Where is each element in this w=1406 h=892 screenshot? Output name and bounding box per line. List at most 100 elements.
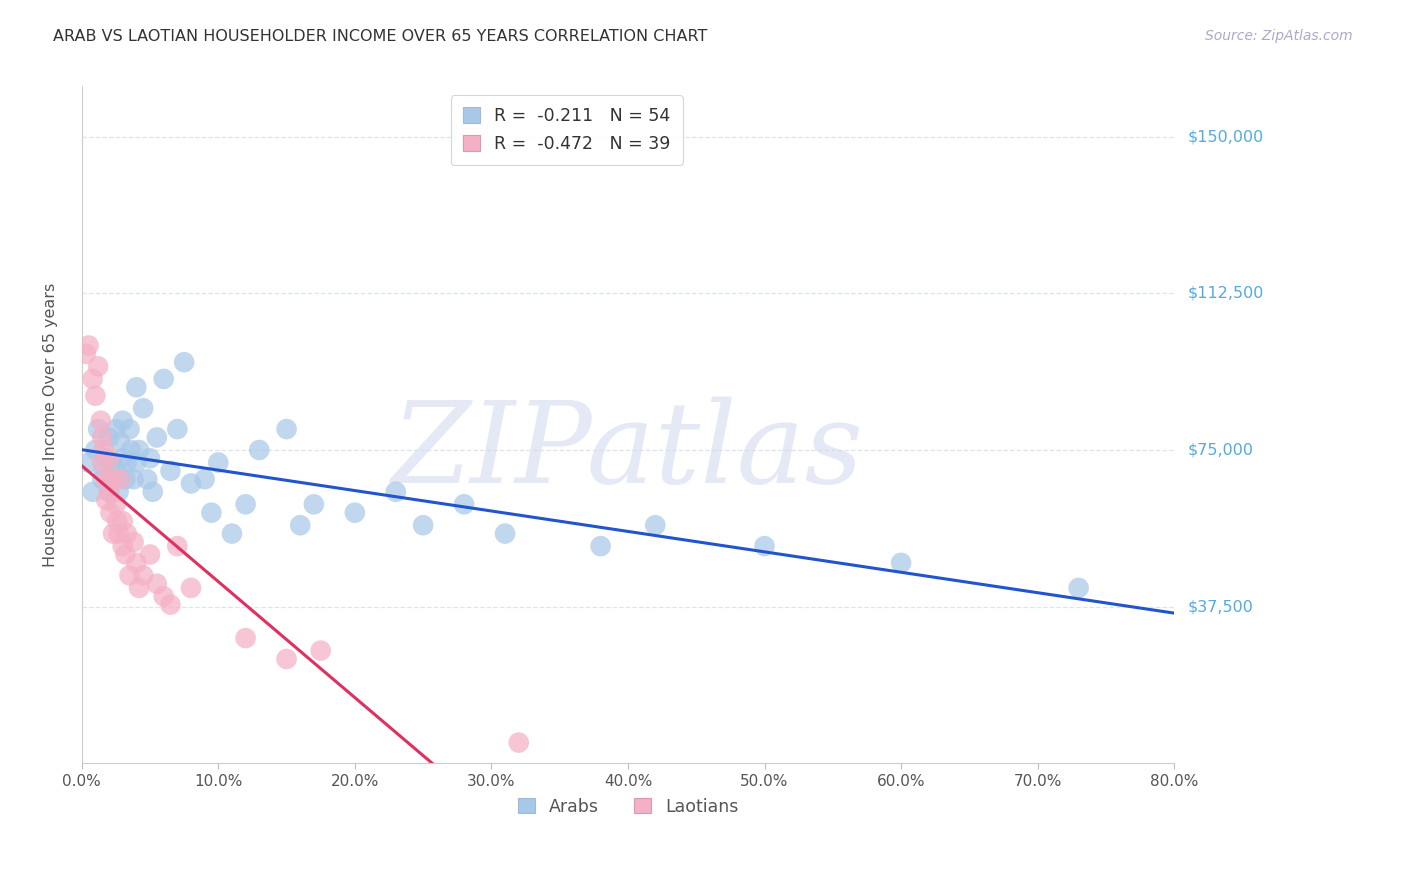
Text: $37,500: $37,500 — [1188, 599, 1254, 615]
Point — [122, 472, 145, 486]
Point — [1067, 581, 1090, 595]
Point — [96, 451, 118, 466]
Point — [115, 456, 138, 470]
Point — [200, 506, 222, 520]
Point — [754, 539, 776, 553]
Point — [114, 548, 136, 562]
Point — [108, 434, 131, 449]
Point — [87, 422, 110, 436]
Point — [98, 484, 121, 499]
Point — [125, 380, 148, 394]
Point — [142, 484, 165, 499]
Point — [644, 518, 666, 533]
Point — [98, 484, 121, 499]
Point — [139, 451, 162, 466]
Point — [93, 442, 115, 457]
Point — [111, 451, 134, 466]
Point — [290, 518, 312, 533]
Point — [132, 568, 155, 582]
Point — [82, 484, 104, 499]
Point — [96, 493, 118, 508]
Point — [136, 472, 159, 486]
Point — [101, 472, 124, 486]
Point — [93, 464, 115, 478]
Point — [128, 581, 150, 595]
Point — [84, 442, 107, 457]
Point — [82, 372, 104, 386]
Point — [91, 430, 114, 444]
Point — [302, 497, 325, 511]
Point — [180, 476, 202, 491]
Point — [276, 422, 298, 436]
Point — [152, 589, 174, 603]
Point — [890, 556, 912, 570]
Point — [118, 568, 141, 582]
Y-axis label: Householder Income Over 65 years: Householder Income Over 65 years — [44, 283, 58, 567]
Text: $112,500: $112,500 — [1188, 285, 1264, 301]
Point — [180, 581, 202, 595]
Point — [235, 631, 257, 645]
Point — [207, 456, 229, 470]
Text: $150,000: $150,000 — [1188, 129, 1264, 144]
Point — [98, 451, 121, 466]
Point — [221, 526, 243, 541]
Point — [111, 414, 134, 428]
Point — [173, 355, 195, 369]
Point — [453, 497, 475, 511]
Point — [91, 456, 114, 470]
Point — [100, 456, 122, 470]
Point — [152, 372, 174, 386]
Point — [132, 401, 155, 416]
Point — [159, 598, 181, 612]
Point — [494, 526, 516, 541]
Point — [309, 643, 332, 657]
Point — [343, 506, 366, 520]
Point — [276, 652, 298, 666]
Point — [589, 539, 612, 553]
Text: ARAB VS LAOTIAN HOUSEHOLDER INCOME OVER 65 YEARS CORRELATION CHART: ARAB VS LAOTIAN HOUSEHOLDER INCOME OVER … — [53, 29, 707, 44]
Point — [108, 472, 131, 486]
Point — [125, 556, 148, 570]
Point — [77, 338, 100, 352]
Point — [146, 576, 169, 591]
Point — [247, 442, 270, 457]
Point — [166, 539, 188, 553]
Point — [101, 526, 124, 541]
Point — [120, 442, 142, 457]
Point — [235, 497, 257, 511]
Point — [96, 472, 118, 486]
Point — [100, 506, 122, 520]
Point — [104, 497, 127, 511]
Point — [77, 456, 100, 470]
Point — [115, 526, 138, 541]
Point — [122, 535, 145, 549]
Point — [508, 735, 530, 749]
Point — [105, 514, 128, 528]
Point — [107, 484, 129, 499]
Point — [100, 472, 122, 486]
Point — [139, 548, 162, 562]
Point — [111, 514, 134, 528]
Point — [114, 472, 136, 486]
Point — [128, 442, 150, 457]
Point — [146, 430, 169, 444]
Legend: Arabs, Laotians: Arabs, Laotians — [510, 790, 745, 822]
Point — [118, 422, 141, 436]
Point — [98, 430, 121, 444]
Text: ZIPatlas: ZIPatlas — [392, 397, 863, 508]
Point — [90, 414, 112, 428]
Point — [125, 456, 148, 470]
Point — [104, 464, 127, 478]
Point — [75, 347, 97, 361]
Point — [104, 422, 127, 436]
Text: $75,000: $75,000 — [1188, 442, 1254, 458]
Point — [385, 484, 408, 499]
Point — [194, 472, 217, 486]
Point — [111, 539, 134, 553]
Text: Source: ZipAtlas.com: Source: ZipAtlas.com — [1205, 29, 1353, 43]
Point — [87, 359, 110, 374]
Point — [107, 526, 129, 541]
Point — [159, 464, 181, 478]
Point — [91, 472, 114, 486]
Point — [166, 422, 188, 436]
